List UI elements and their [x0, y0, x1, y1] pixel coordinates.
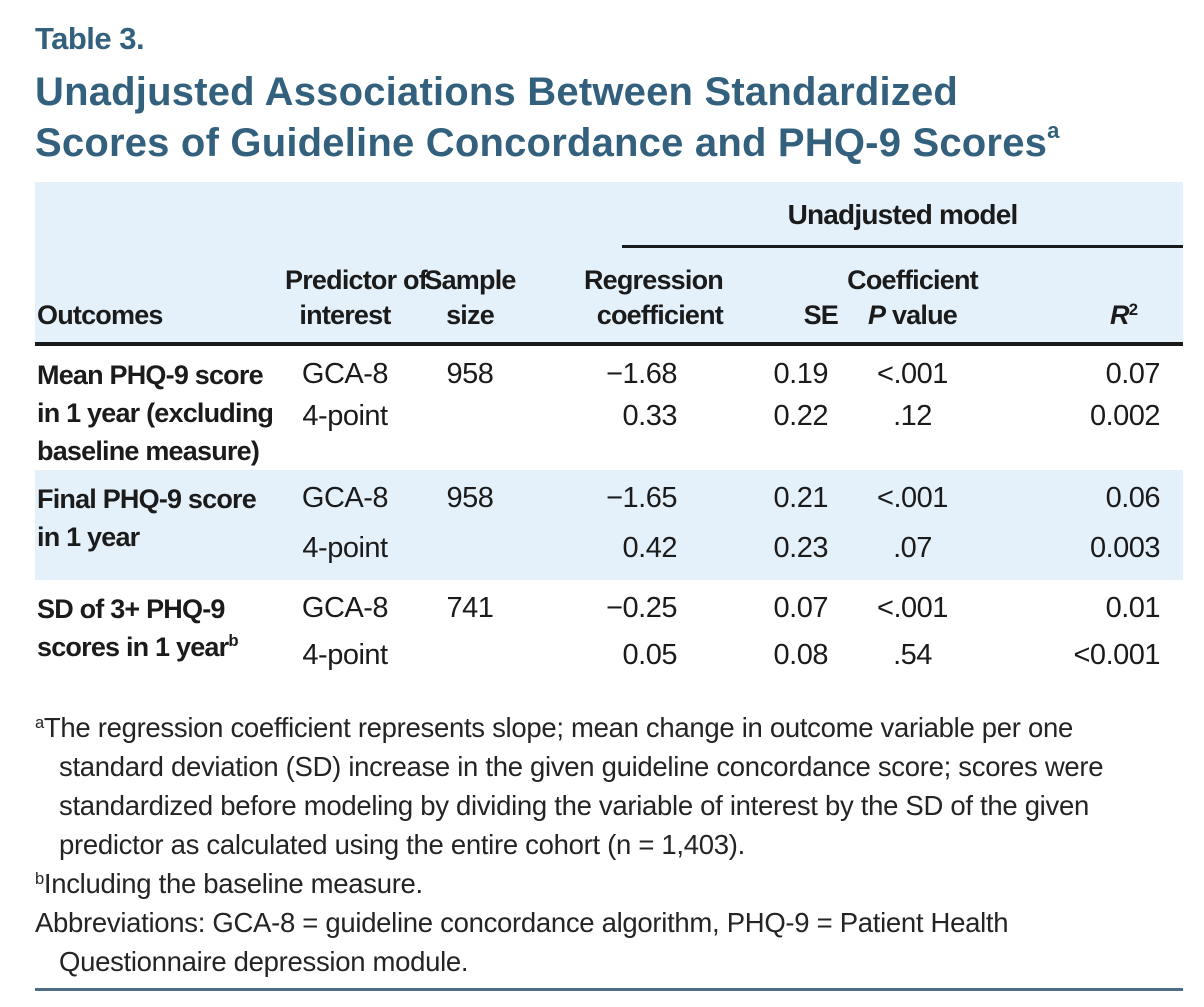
regression-coefficient-cell: −1.68 0.33	[606, 358, 677, 432]
page-title: Unadjusted Associations Between Standard…	[35, 67, 1183, 169]
predictor-cell: GCA-8 4-point	[285, 470, 405, 580]
title-line-2: Scores of Guideline Concordance and PHQ-…	[35, 121, 1048, 165]
results-table: Outcomes Predictor of interest Sample size…	[35, 182, 1184, 689]
title-line-1: Unadjusted Associations Between Standard…	[35, 70, 959, 114]
predictor-cell: GCA-8 4-point	[301, 358, 389, 432]
col-header-outcomes: Outcomes	[35, 182, 285, 346]
col-header-sample-size: Sample size	[405, 182, 535, 346]
outcome-footnote-marker: b	[228, 631, 238, 650]
footnote-a: aThe regression coefficient represents s…	[35, 712, 1104, 860]
p-value-cell: <.001 .07	[840, 470, 985, 580]
col-header-regression-coefficient: Regression coefficient	[535, 248, 725, 346]
r-squared-cell: 0.06 0.003	[985, 470, 1184, 580]
se-cell: 0.19 0.22	[773, 358, 829, 432]
col-spanner-unadjusted-model: Unadjusted model	[535, 182, 1184, 248]
p-value-cell: <.001 .12	[877, 358, 948, 432]
se-cell: 0.21 0.23	[725, 470, 840, 580]
table-label: Table 3.	[35, 21, 145, 56]
sample-size-cell: 741	[446, 592, 494, 624]
table-row: Final PHQ-9 score in 1 year GCA-8 4-poin…	[35, 470, 1184, 580]
table-header: Outcomes Predictor of interest Sample size…	[35, 182, 1184, 346]
sample-size-cell: 958	[405, 470, 535, 580]
table-row: SD of 3+ PHQ-9 scores in 1 yearb GCA-8 4…	[35, 580, 1183, 689]
p-value-cell: <.001 .54	[877, 592, 948, 671]
col-header-predictor: Predictor of interest	[285, 182, 428, 346]
footnotes: aThe regression coefficient represents s…	[35, 708, 1195, 981]
col-header-r-squared: R2	[985, 248, 1184, 346]
footnote-b: bIncluding the baseline measure.	[35, 868, 423, 899]
table-row: Mean PHQ-9 score in 1 year (excluding ba…	[35, 344, 1183, 470]
r-squared-cell: 0.01 <0.001	[1073, 592, 1161, 671]
outcome-label: Mean PHQ-9 score in 1 year (excluding ba…	[37, 360, 274, 466]
col-header-p-value: Coefficient P value	[840, 248, 985, 346]
regression-coefficient-cell: −1.65 0.42	[535, 470, 725, 580]
footnote-abbreviations: Abbreviations: GCA-8 = guideline concord…	[35, 907, 1009, 977]
outcome-label: Final PHQ-9 score in 1 year	[35, 470, 285, 580]
predictor-cell: GCA-8 4-point	[301, 592, 389, 671]
sample-size-cell: 958	[446, 358, 494, 390]
title-footnote-marker: a	[1047, 118, 1060, 143]
col-header-se: SE	[725, 248, 840, 346]
r-squared-cell: 0.07 0.002	[1089, 358, 1161, 432]
bottom-rule-divider	[35, 988, 1183, 991]
footnote-a-marker: a	[35, 714, 44, 732]
outcome-label: SD of 3+ PHQ-9 scores in 1 yearb	[37, 594, 239, 662]
page: Table 3. Unadjusted Associations Between…	[35, 21, 1184, 991]
se-cell: 0.07 0.08	[773, 592, 829, 671]
footnote-b-marker: b	[35, 870, 44, 888]
regression-coefficient-cell: −0.25 0.05	[606, 592, 677, 671]
